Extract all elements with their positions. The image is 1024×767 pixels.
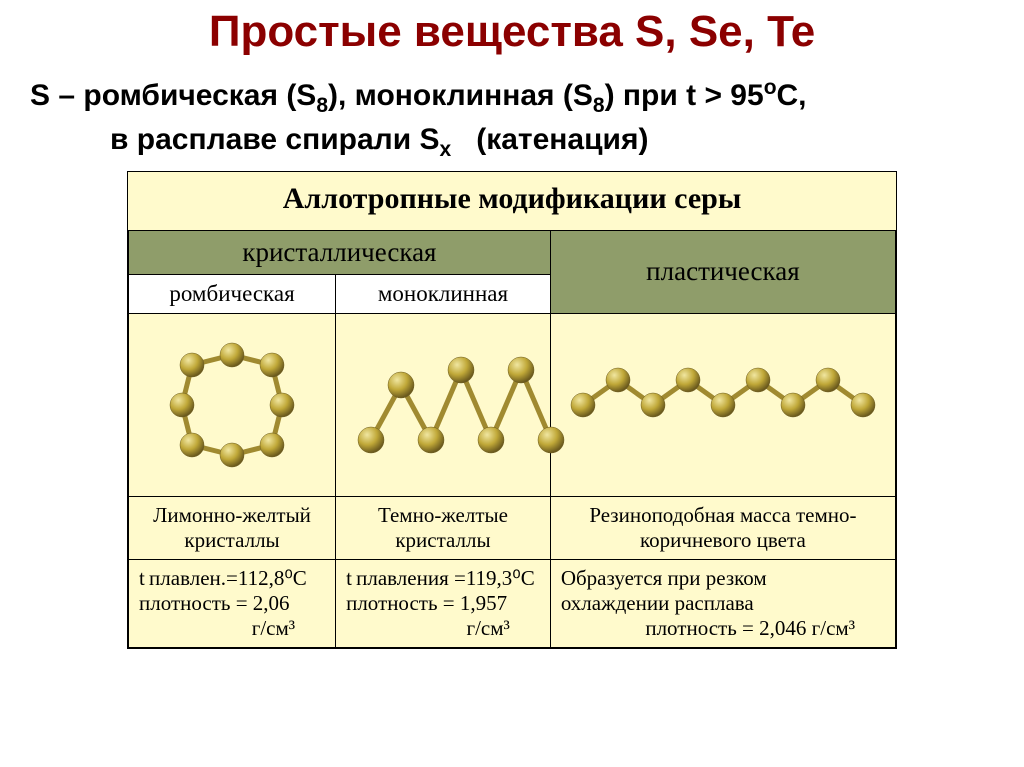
diagram-plastic-cell: [550, 313, 895, 496]
props-rhombic: t плавлен.=112,8⁰С плотность = 2,06 г/см…: [129, 559, 336, 647]
header-crystalline: кристаллическая: [129, 230, 551, 274]
desc-monoclinic: Темно-желтые кристаллы: [336, 496, 551, 559]
subtitle-line2: в расплаве спирали Sx (катенация): [30, 120, 648, 163]
props-plastic: Образуется при резком охлаждении расплав…: [550, 559, 895, 647]
subheader-rhombic: ромбическая: [129, 274, 336, 313]
diagram-monoclinic-cell: [336, 313, 551, 496]
slide-title: Простые вещества S, Se, Te: [30, 8, 994, 56]
diagram-rhombic-cell: [129, 313, 336, 496]
subtitle-line1: S – ромбическая (S8), моноклинная (S8) п…: [30, 79, 807, 112]
table-title: Аллотропные модификации серы: [128, 172, 896, 230]
slide-subtitle: S – ромбическая (S8), моноклинная (S8) п…: [30, 74, 994, 163]
diagram-rhombic: [142, 325, 322, 485]
subheader-monoclinic: моноклинная: [336, 274, 551, 313]
header-plastic: пластическая: [550, 230, 895, 313]
diagram-monoclinic: [346, 325, 566, 485]
allotrope-table-wrap: Аллотропные модификации серы кристалличе…: [127, 171, 897, 649]
desc-rhombic: Лимонно-желтый кристаллы: [129, 496, 336, 559]
diagram-plastic: [563, 325, 883, 485]
allotrope-table: кристаллическая пластическая ромбическая…: [128, 230, 896, 648]
props-monoclinic: t плавления =119,3⁰С плотность = 1,957 г…: [336, 559, 551, 647]
desc-plastic: Резиноподобная масса темно-коричневого ц…: [550, 496, 895, 559]
